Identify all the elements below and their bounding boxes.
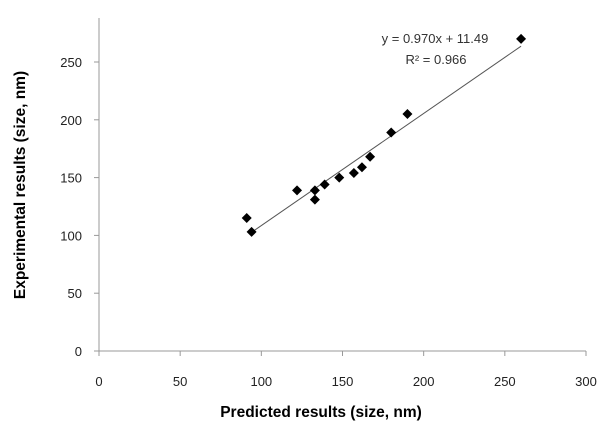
data-point <box>348 167 359 178</box>
data-point <box>365 151 376 162</box>
x-tick-label: 300 <box>575 374 597 389</box>
data-points <box>241 33 527 237</box>
trendline <box>252 45 522 232</box>
data-point <box>309 194 320 205</box>
x-tick-label: 100 <box>250 374 272 389</box>
x-tick-label: 0 <box>95 374 102 389</box>
data-point <box>246 226 257 237</box>
data-point <box>334 172 345 183</box>
data-point <box>292 185 303 196</box>
trendline-equation: y = 0.970x + 11.49 <box>382 31 489 46</box>
y-tick-label: 0 <box>75 344 82 359</box>
x-tick-label: 200 <box>413 374 435 389</box>
x-tick-label: 50 <box>173 374 187 389</box>
y-tick-label: 100 <box>60 228 82 243</box>
data-point <box>386 127 397 138</box>
data-point <box>402 109 413 120</box>
y-tick-label: 250 <box>60 55 82 70</box>
x-tick-label: 150 <box>332 374 354 389</box>
x-axis-title: Predicted results (size, nm) <box>220 404 422 421</box>
data-point <box>241 213 252 224</box>
y-axis-title: Experimental results (size, nm) <box>12 71 29 299</box>
data-point <box>319 179 330 190</box>
x-tick-label: 250 <box>494 374 516 389</box>
data-point <box>309 185 320 196</box>
y-tick-label: 150 <box>60 171 82 186</box>
data-point <box>516 33 527 44</box>
data-point <box>356 162 367 173</box>
axis-ticks: 0 50 100 150 200 250 300 0 50 100 150 200 250 <box>60 55 597 389</box>
trendline-layer <box>252 45 522 232</box>
y-tick-label: 50 <box>68 286 82 301</box>
y-tick-label: 200 <box>60 113 82 128</box>
trendline-r-squared: R² = 0.966 <box>405 52 466 67</box>
